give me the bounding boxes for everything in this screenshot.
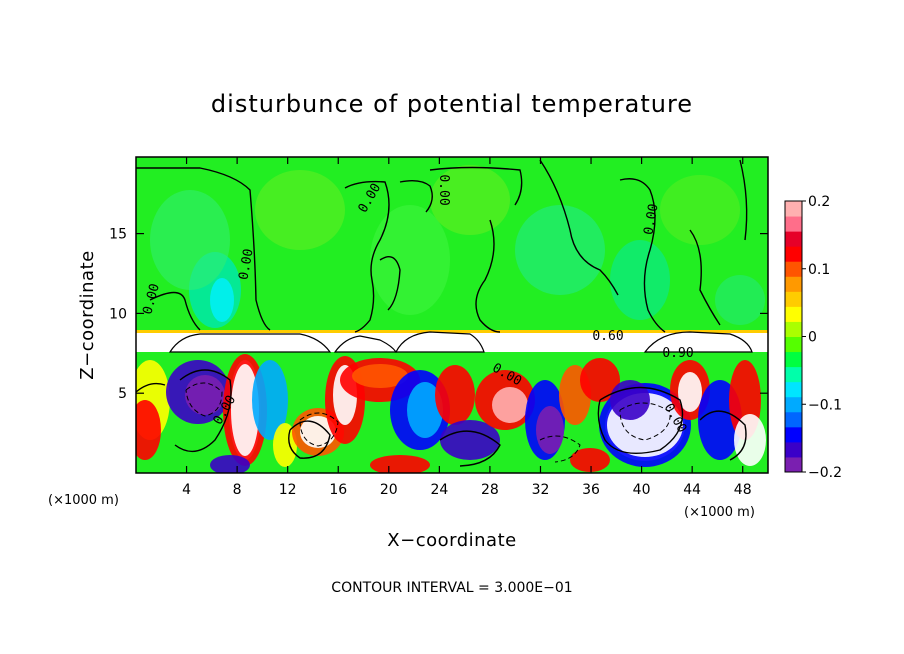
x-unit-left: (×1000 m)	[48, 493, 119, 508]
turbulence-blob	[352, 364, 408, 388]
contour-interval: CONTOUR INTERVAL = 3.000E−01	[331, 580, 572, 596]
colorbar-swatch	[785, 246, 802, 262]
turbulence-blob	[435, 365, 475, 425]
inversion-bumps	[168, 331, 753, 353]
colorbar-swatch	[785, 381, 802, 398]
x-tick-label: 16	[329, 482, 347, 498]
x-tick-label: 8	[233, 482, 242, 498]
colorbar-swatch	[785, 201, 802, 217]
colorbar-swatch	[785, 351, 802, 368]
x-tick-label: 4	[182, 482, 191, 498]
x-tick-label: 48	[734, 482, 752, 498]
contour-lines	[136, 159, 748, 467]
colorbar-swatch	[785, 336, 802, 353]
contour-label: 0.00	[641, 203, 661, 236]
colorbar-swatch	[785, 426, 802, 443]
x-tick-label: 12	[279, 482, 297, 498]
colorbar-tick-label: 0.1	[808, 262, 830, 278]
colorbar-tick-label: −0.1	[808, 397, 842, 413]
y-axis-label: Z−coordinate	[77, 250, 98, 379]
x-unit-right: (×1000 m)	[684, 505, 755, 520]
colorbar	[784, 200, 803, 473]
turbulence-blob	[610, 380, 650, 420]
x-tick-label: 36	[582, 482, 600, 498]
contour-lines-dashed	[185, 382, 671, 463]
chart-title: disturbunce of potential temperature	[211, 90, 693, 118]
y-tick-label: 10	[109, 306, 127, 322]
y-tick-label: 5	[118, 386, 127, 402]
x-tick-label: 20	[380, 482, 398, 498]
turbulence-blob	[370, 455, 430, 473]
plot-frame	[135, 156, 769, 474]
colorbar-swatch	[785, 291, 802, 307]
colorbar-swatch	[785, 441, 802, 458]
turbulence-blob	[492, 387, 528, 423]
contour-label: 0.00	[236, 248, 256, 281]
colorbar-swatch	[785, 411, 802, 428]
turbulence-blob	[440, 420, 500, 460]
turbulence-blob	[580, 358, 620, 402]
colorbar-tick-label: −0.2	[808, 465, 842, 481]
y-ticks: 5 10 15	[109, 227, 768, 402]
colorbar-ticks: 0.2 0.1 0 −0.1 −0.2	[802, 194, 842, 481]
contour-label: 0.60	[592, 329, 623, 344]
colorbar-swatch	[785, 456, 802, 473]
turbulence-blob	[734, 414, 766, 466]
colorbar-swatch	[785, 216, 802, 232]
contour-label: 0.00	[436, 174, 451, 205]
colorbar-tick-label: 0.2	[808, 194, 830, 210]
x-tick-label: 44	[683, 482, 701, 498]
x-ticks: 4 8 12 16 20 24 28 32 36 40 44 48	[182, 157, 752, 498]
turbulence-blob	[273, 423, 297, 467]
colorbar-swatch	[785, 366, 802, 383]
colorbar-swatch	[785, 321, 802, 337]
upper-patches	[150, 165, 765, 328]
turbulence-blob	[252, 360, 288, 440]
colorbar-swatch	[785, 276, 802, 292]
turbulence-blob	[136, 400, 161, 460]
turbulence-blob	[536, 406, 564, 454]
turbulence-blob	[678, 372, 702, 412]
turbulence-blob	[570, 448, 610, 472]
colorbar-swatch	[785, 231, 802, 247]
x-tick-label: 28	[481, 482, 499, 498]
colorbar-swatch	[785, 261, 802, 277]
colorbar-swatch	[785, 396, 802, 413]
x-tick-label: 24	[430, 482, 448, 498]
colorbar-swatch	[785, 306, 802, 322]
contour-label: 0.90	[662, 346, 693, 361]
turbulence-blob	[231, 364, 259, 456]
x-tick-label: 40	[633, 482, 651, 498]
x-tick-label: 32	[532, 482, 550, 498]
x-axis-label: X−coordinate	[387, 530, 516, 551]
turbulence-blob	[300, 416, 336, 448]
plot-area	[136, 157, 768, 473]
y-tick-label: 15	[109, 227, 127, 243]
turbulent-blobs	[136, 354, 766, 473]
colorbar-tick-label: 0	[808, 330, 817, 346]
turbulence-blob	[407, 382, 443, 438]
turbulence-blob	[210, 455, 250, 473]
